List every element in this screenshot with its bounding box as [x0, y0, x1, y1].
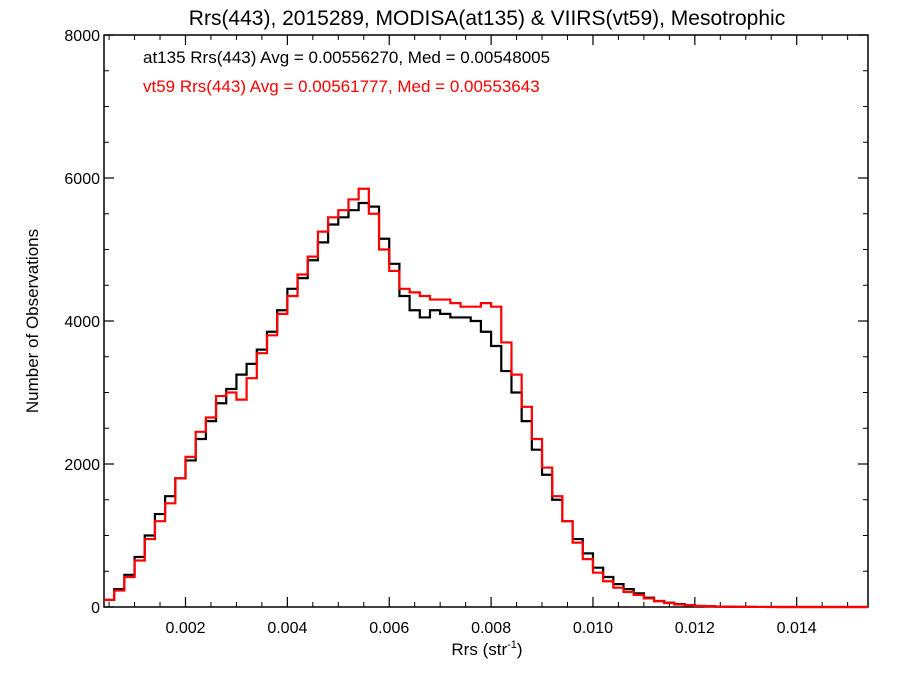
series-lines: [104, 187, 868, 609]
x-tick-label: 0.014: [777, 620, 817, 637]
x-tick-label: 0.012: [675, 620, 715, 637]
y-tick-label: 0: [91, 600, 100, 617]
x-tick-label: 0.008: [471, 620, 511, 637]
legend-entry-vt59: vt59 Rrs(443) Avg = 0.00561777, Med = 0.…: [143, 77, 540, 96]
y-axis-label: Number of Observations: [23, 229, 42, 413]
series-line-at135: [104, 201, 868, 609]
x-axis-label-exponent: -1: [507, 639, 517, 651]
x-axis-label: Rrs (str-1): [451, 639, 522, 659]
y-tick-label: 2000: [64, 457, 100, 474]
plot-frame: [103, 34, 869, 608]
x-tick-label: 0.004: [267, 620, 307, 637]
x-tick-label: 0.010: [573, 620, 613, 637]
legend-entry-at135: at135 Rrs(443) Avg = 0.00556270, Med = 0…: [143, 48, 550, 67]
y-tick-label: 4000: [64, 314, 100, 331]
x-axis-ticks: 0.002 0.004 0.006 0.008 0.010 0.012 0.014: [108, 35, 849, 637]
series-line-vt59: [104, 187, 868, 609]
y-tick-label: 6000: [64, 171, 100, 188]
y-axis-ticks: 0 2000 4000 6000 8000: [64, 28, 868, 617]
chart-title: Rrs(443), 2015289, MODISA(at135) & VIIRS…: [189, 7, 785, 30]
x-tick-label: 0.006: [369, 620, 409, 637]
x-tick-label: 0.002: [165, 620, 205, 637]
y-tick-label: 8000: [64, 28, 100, 45]
